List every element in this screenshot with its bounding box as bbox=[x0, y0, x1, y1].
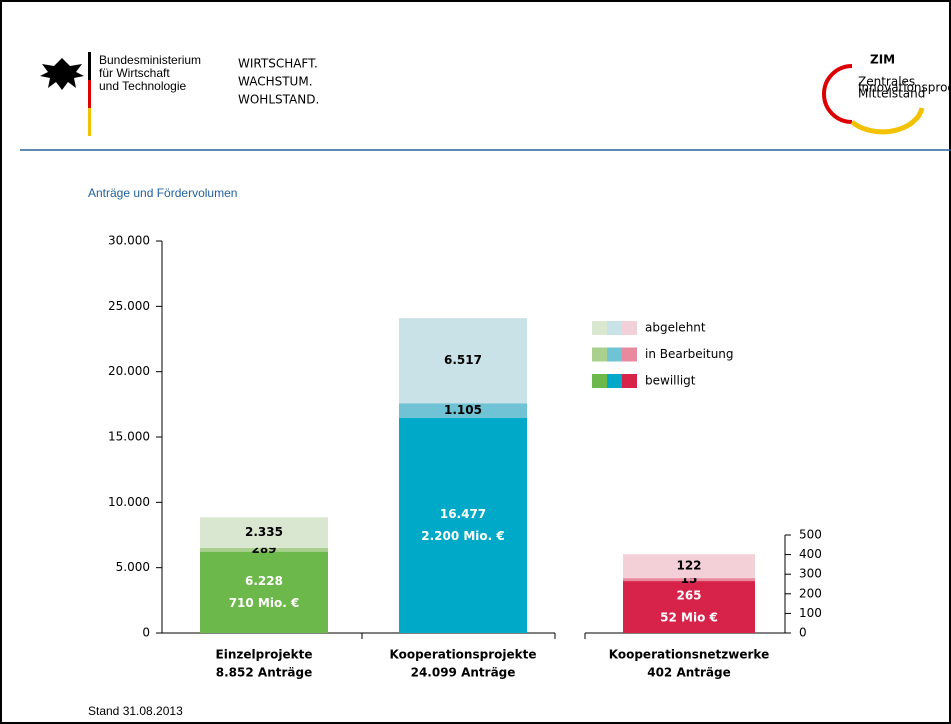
logo-subtitle: Mittelstand bbox=[858, 87, 925, 101]
y-tick-label: 5.000 bbox=[116, 560, 150, 574]
ministry-line: und Technologie bbox=[99, 79, 187, 93]
x-tick-label: Einzelprojekte bbox=[216, 648, 313, 662]
value-note: 52 Mio € bbox=[660, 611, 718, 625]
legend-swatch bbox=[592, 347, 607, 362]
legend-label: abgelehnt bbox=[645, 321, 706, 335]
value-label: 265 bbox=[676, 589, 701, 603]
value-label: 2.335 bbox=[245, 525, 283, 539]
logo-text: ZIM bbox=[870, 53, 895, 67]
bar-segment bbox=[399, 417, 527, 633]
value-label: 16.477 bbox=[440, 507, 486, 521]
logo-subtitle: Zentrales bbox=[858, 75, 915, 89]
x-tick-sublabel: 402 Anträge bbox=[647, 666, 731, 680]
value-label: 6.228 bbox=[245, 574, 283, 588]
flag-black bbox=[88, 52, 91, 80]
y-tick-label: 300 bbox=[799, 567, 822, 581]
y-tick-label: 100 bbox=[799, 606, 822, 620]
legend-swatch bbox=[592, 374, 607, 388]
y-tick-label: 20.000 bbox=[108, 364, 150, 378]
x-tick-sublabel: 8.852 Anträge bbox=[216, 666, 312, 680]
ministry-line: für Wirtschaft bbox=[99, 66, 170, 80]
y-tick-label: 0 bbox=[142, 626, 150, 640]
zim-logo: ZIM Zentrales Innovationsprogramm Mittel… bbox=[822, 53, 951, 135]
bar-segment bbox=[200, 551, 328, 633]
slogan-line: WACHSTUM. bbox=[238, 75, 313, 89]
bar-segment bbox=[399, 318, 527, 404]
slide-title: Anträge und Fördervolumen bbox=[88, 186, 237, 200]
flag-gold bbox=[88, 108, 91, 136]
legend-swatch bbox=[607, 321, 622, 335]
eagle-icon bbox=[40, 58, 84, 90]
footer: Stand 31.08.2013 bbox=[88, 704, 183, 718]
value-note: 710 Mio. € bbox=[229, 596, 300, 610]
ministry-line: Bundesministerium bbox=[99, 53, 201, 67]
y-tick-label: 0 bbox=[799, 626, 807, 640]
value-note: 2.200 Mio. € bbox=[421, 529, 505, 543]
flag-red bbox=[88, 80, 91, 108]
value-label: 6.517 bbox=[444, 353, 482, 367]
y-tick-label: 15.000 bbox=[108, 430, 150, 444]
y-tick-label: 500 bbox=[799, 528, 822, 542]
y-tick-label: 25.000 bbox=[108, 299, 150, 313]
y-tick-label: 400 bbox=[799, 547, 822, 561]
bar-segment bbox=[200, 517, 328, 548]
bar-segment bbox=[623, 581, 755, 633]
legend-label: bewilligt bbox=[645, 374, 696, 388]
bar-segment bbox=[623, 578, 755, 582]
value-label: 122 bbox=[676, 559, 701, 573]
legend-swatch bbox=[622, 374, 637, 388]
legend-swatch bbox=[622, 321, 637, 335]
value-label: 1.105 bbox=[444, 403, 482, 417]
legend-swatch bbox=[607, 374, 622, 388]
slogan-line: WOHLSTAND. bbox=[238, 93, 319, 107]
bar-segment bbox=[399, 403, 527, 418]
y-tick-label: 30.000 bbox=[108, 234, 150, 248]
logo-subtitle: Innovationsprogramm bbox=[858, 81, 951, 95]
x-tick-label: Kooperationsprojekte bbox=[390, 648, 537, 662]
legend-swatch bbox=[622, 347, 637, 362]
legend-swatch bbox=[607, 347, 622, 362]
x-tick-sublabel: 24.099 Anträge bbox=[411, 666, 516, 680]
legend-label: in Bearbeitung bbox=[645, 347, 734, 361]
bar-segment bbox=[200, 547, 328, 552]
legend-swatch bbox=[592, 321, 607, 335]
slogan-line: WIRTSCHAFT. bbox=[238, 57, 318, 71]
y-tick-label: 200 bbox=[799, 586, 822, 600]
bar-segment bbox=[623, 554, 755, 579]
y-tick-label: 10.000 bbox=[108, 495, 150, 509]
x-tick-label: Kooperationsnetzwerke bbox=[609, 648, 769, 662]
